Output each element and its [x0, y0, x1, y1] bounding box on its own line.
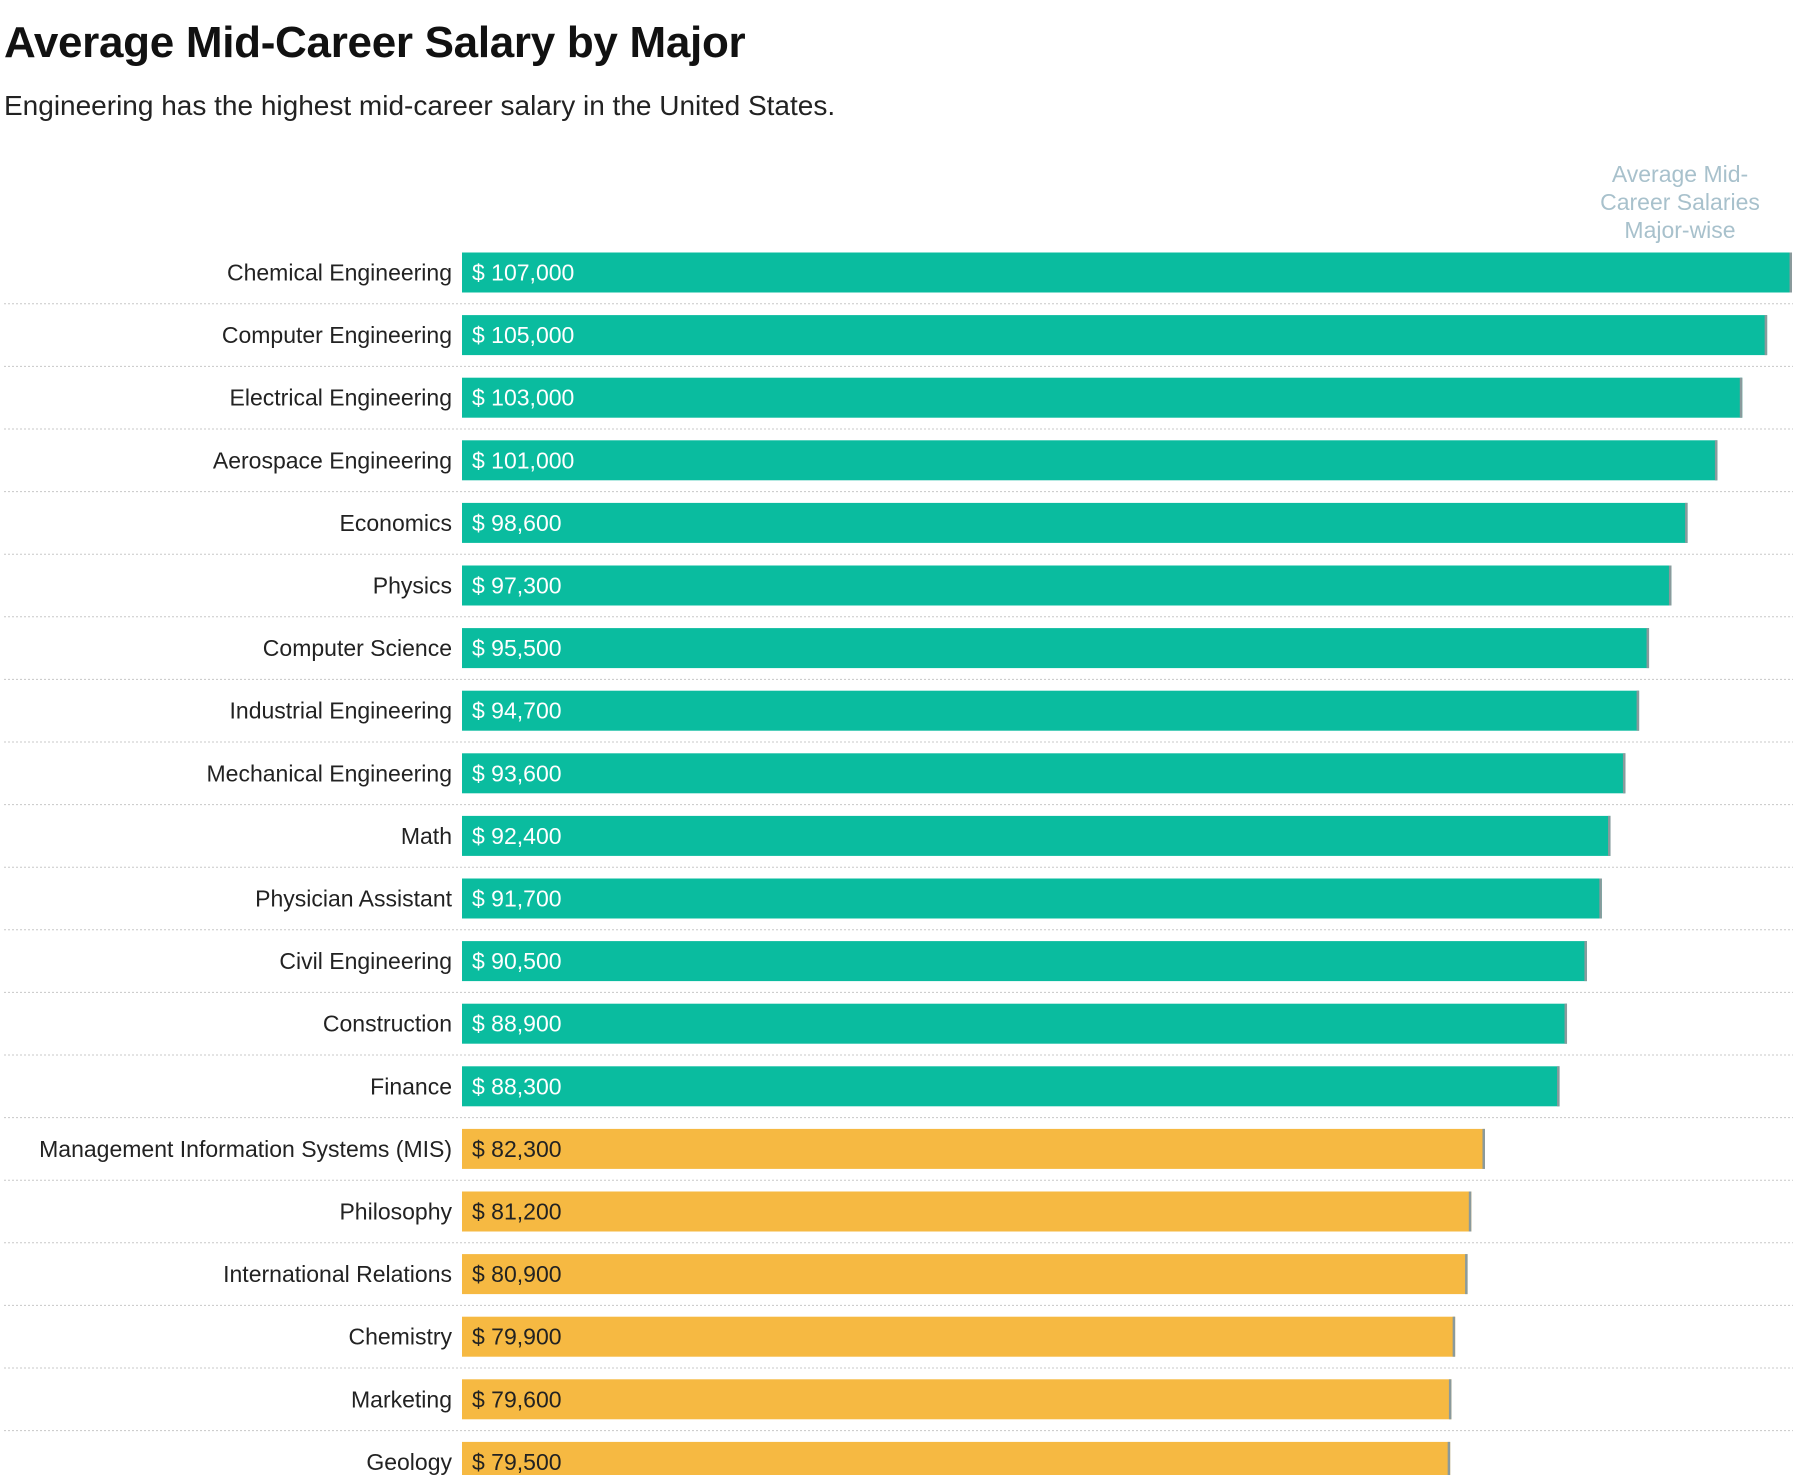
bar-end-cap: [1668, 565, 1672, 606]
category-label: Philosophy: [339, 1199, 452, 1225]
category-label: Finance: [370, 1073, 452, 1099]
value-label: $ 103,000: [472, 385, 574, 411]
value-label: $ 90,500: [472, 948, 562, 974]
bar: [462, 941, 1587, 982]
value-label: $ 81,200: [472, 1199, 562, 1225]
bar-end-cap: [1646, 628, 1650, 669]
bar: [462, 502, 1688, 543]
category-label: Math: [401, 823, 452, 849]
bar-end-cap: [1599, 878, 1602, 919]
bar: [462, 1003, 1568, 1044]
value-label: $ 79,900: [472, 1324, 562, 1350]
value-label: $ 79,500: [472, 1449, 562, 1475]
value-label: $ 93,600: [472, 760, 562, 786]
category-label: Computer Science: [263, 635, 452, 661]
bar-end-cap: [1789, 252, 1792, 293]
category-label: Physics: [373, 573, 452, 599]
chart-subtitle: Engineering has the highest mid-career s…: [4, 90, 836, 121]
category-label: Management Information Systems (MIS): [39, 1136, 452, 1162]
bar-end-cap: [1584, 941, 1587, 982]
category-label: Aerospace Engineering: [213, 447, 452, 473]
value-label: $ 92,400: [472, 823, 562, 849]
bar-end-cap: [1482, 1128, 1485, 1169]
category-label: Chemistry: [348, 1324, 452, 1350]
bar: [462, 1379, 1452, 1420]
value-column-header: Average Mid-Career Salaries Major-wise: [1600, 161, 1760, 243]
chart-title: Average Mid-Career Salary by Major: [4, 18, 746, 67]
bar-end-cap: [1739, 377, 1743, 418]
bar: [462, 440, 1718, 481]
bar: [462, 1441, 1451, 1475]
bar: [462, 315, 1768, 356]
category-label: Chemical Engineering: [227, 260, 452, 286]
bar-end-cap: [1447, 1441, 1451, 1475]
bar: [462, 1191, 1472, 1232]
category-label: Construction: [323, 1011, 452, 1037]
value-label: $ 80,900: [472, 1261, 562, 1287]
bar: [462, 1128, 1485, 1169]
category-label: Mechanical Engineering: [207, 760, 453, 786]
bar-end-cap: [1468, 1191, 1472, 1232]
bar: [462, 565, 1672, 606]
value-label: $ 107,000: [472, 260, 574, 286]
bar: [462, 377, 1743, 418]
value-label: $ 94,700: [472, 698, 562, 724]
value-label: $ 105,000: [472, 322, 574, 348]
bar: [462, 753, 1626, 794]
value-label: $ 79,600: [472, 1386, 562, 1412]
category-label: Computer Engineering: [222, 322, 452, 348]
bar: [462, 252, 1792, 293]
bar: [462, 690, 1640, 731]
bar-end-cap: [1564, 1003, 1568, 1044]
bar-end-cap: [1465, 1254, 1468, 1295]
bar-end-cap: [1557, 1066, 1560, 1107]
category-label: Geology: [366, 1449, 452, 1475]
bar-end-cap: [1636, 690, 1640, 731]
bar: [462, 815, 1611, 856]
bar-end-cap: [1448, 1379, 1452, 1420]
bar-end-cap: [1764, 315, 1768, 356]
bar-end-cap: [1622, 753, 1626, 794]
value-label: $ 101,000: [472, 447, 574, 473]
bar-end-cap: [1685, 502, 1688, 543]
category-label: Civil Engineering: [279, 948, 452, 974]
category-label: Physician Assistant: [255, 886, 452, 912]
bar-end-cap: [1452, 1316, 1456, 1357]
value-label: $ 91,700: [472, 886, 562, 912]
value-label: $ 98,600: [472, 510, 562, 536]
bar-end-cap: [1608, 815, 1611, 856]
value-label: $ 88,900: [472, 1011, 562, 1037]
category-label: Economics: [340, 510, 452, 536]
value-label: $ 82,300: [472, 1136, 562, 1162]
value-label: $ 95,500: [472, 635, 562, 661]
category-label: Industrial Engineering: [230, 698, 452, 724]
bar-end-cap: [1714, 440, 1718, 481]
category-label: International Relations: [223, 1261, 452, 1287]
bar: [462, 1254, 1468, 1295]
bar: [462, 628, 1650, 669]
value-label: $ 88,300: [472, 1073, 562, 1099]
bar: [462, 1316, 1456, 1357]
bar: [462, 1066, 1560, 1107]
category-label: Electrical Engineering: [230, 385, 452, 411]
bar: [462, 878, 1602, 919]
value-label: $ 97,300: [472, 573, 562, 599]
category-label: Marketing: [351, 1386, 452, 1412]
